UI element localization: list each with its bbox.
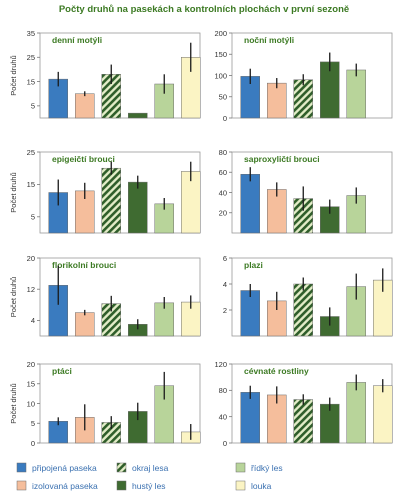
legend-item: připojená paseka bbox=[16, 462, 97, 473]
y-tick-label: 15 bbox=[27, 77, 35, 86]
y-tick-label: 150 bbox=[214, 50, 227, 59]
bar bbox=[75, 93, 95, 119]
y-tick-label: 35 bbox=[27, 29, 35, 38]
legend: připojená paseka izolovaná paseka okraj le… bbox=[16, 462, 283, 491]
panel-2: 0 50 100 150 200 noční motýli bbox=[214, 29, 393, 123]
bar bbox=[75, 312, 95, 337]
legend-item: okraj lesa bbox=[116, 462, 169, 473]
panel-title: plazi bbox=[244, 260, 263, 270]
y-tick-label: 12 bbox=[27, 285, 35, 294]
legend-label: louka bbox=[251, 481, 272, 491]
panel-5: 4 12 20 florikolní brouci Počet druhů bbox=[9, 254, 201, 337]
legend-label: řídký les bbox=[251, 463, 283, 473]
panel-title: denní motýli bbox=[52, 35, 102, 45]
bar bbox=[346, 69, 366, 119]
y-axis-label: Počet druhů bbox=[9, 172, 18, 212]
y-tick-label: 80 bbox=[219, 148, 227, 157]
y-tick-label: 2 bbox=[223, 306, 227, 315]
y-tick-label: 6 bbox=[223, 254, 227, 263]
bar bbox=[240, 174, 260, 234]
y-tick-label: 5 bbox=[31, 213, 35, 222]
panel-title: epigeičtí brouci bbox=[52, 154, 115, 164]
bar bbox=[373, 385, 393, 444]
legend-swatch bbox=[16, 480, 27, 491]
legend-swatch bbox=[235, 480, 246, 491]
bar bbox=[128, 112, 148, 119]
panel-7: 0 5 10 15 20 ptáci Počet druhů bbox=[9, 360, 201, 448]
bar bbox=[293, 79, 313, 119]
legend-item: řídký les bbox=[235, 462, 283, 473]
legend-swatch bbox=[116, 462, 127, 473]
figure-title: Počty druhů na pasekách a kontrolních pl… bbox=[59, 4, 349, 15]
y-tick-label: 25 bbox=[27, 53, 35, 62]
legend-label: připojená paseka bbox=[32, 463, 97, 473]
y-tick-label: 15 bbox=[27, 180, 35, 189]
legend-swatch bbox=[16, 462, 27, 473]
bar bbox=[101, 167, 121, 234]
legend-item: izolovaná paseka bbox=[16, 480, 98, 491]
y-tick-label: 5 bbox=[31, 102, 35, 111]
bar bbox=[267, 82, 287, 119]
y-tick-label: 120 bbox=[214, 360, 227, 369]
panel-3: 5 15 25 epigeičtí brouci Počet druhů bbox=[9, 148, 201, 234]
y-tick-label: 40 bbox=[219, 188, 227, 197]
legend-label: izolovaná paseka bbox=[32, 481, 98, 491]
panel-1: 5 15 25 35 denní motýli Počet druhů bbox=[9, 29, 201, 119]
panel-title: ptáci bbox=[52, 366, 72, 376]
y-tick-label: 0 bbox=[31, 439, 35, 448]
legend-item: hustý les bbox=[116, 480, 166, 491]
legend-swatch bbox=[116, 480, 127, 491]
bar bbox=[346, 382, 366, 444]
panel-6: 2 4 6 plazi bbox=[223, 254, 393, 337]
y-tick-label: 15 bbox=[27, 380, 35, 389]
panel-title: cévnaté rostliny bbox=[244, 366, 309, 376]
bar bbox=[240, 290, 260, 337]
bar bbox=[128, 181, 148, 234]
panel-title: florikolní brouci bbox=[52, 260, 116, 270]
bar bbox=[240, 392, 260, 444]
y-axis-label: Počet druhů bbox=[9, 277, 18, 317]
y-tick-label: 0 bbox=[223, 114, 227, 123]
legend-label: hustý les bbox=[132, 481, 166, 491]
y-tick-label: 200 bbox=[214, 29, 227, 38]
y-tick-label: 4 bbox=[31, 316, 35, 325]
y-axis-label: Počet druhů bbox=[9, 383, 18, 423]
y-tick-label: 40 bbox=[219, 412, 227, 421]
y-tick-label: 10 bbox=[27, 399, 35, 408]
y-tick-label: 80 bbox=[219, 386, 227, 395]
y-tick-label: 60 bbox=[219, 168, 227, 177]
panel-title: noční motýli bbox=[244, 35, 294, 45]
y-tick-label: 20 bbox=[27, 254, 35, 263]
y-tick-label: 0 bbox=[223, 439, 227, 448]
y-tick-label: 5 bbox=[31, 419, 35, 428]
bar bbox=[293, 283, 313, 337]
bar bbox=[293, 399, 313, 444]
legend-item: louka bbox=[235, 480, 272, 491]
legend-swatch bbox=[235, 462, 246, 473]
y-tick-label: 20 bbox=[27, 360, 35, 369]
y-tick-label: 50 bbox=[219, 93, 227, 102]
legend-label: okraj lesa bbox=[132, 463, 169, 473]
y-tick-label: 4 bbox=[223, 280, 227, 289]
y-tick-label: 100 bbox=[214, 71, 227, 80]
panel-8: 0 40 80 120 cévnaté rostliny bbox=[214, 360, 393, 448]
y-tick-label: 20 bbox=[219, 209, 227, 218]
panel-4: 20 40 60 80 saproxyličtí brouci bbox=[219, 148, 393, 234]
y-tick-label: 25 bbox=[27, 148, 35, 157]
panel-title: saproxyličtí brouci bbox=[244, 154, 320, 164]
y-axis-label: Počet druhů bbox=[9, 55, 18, 95]
